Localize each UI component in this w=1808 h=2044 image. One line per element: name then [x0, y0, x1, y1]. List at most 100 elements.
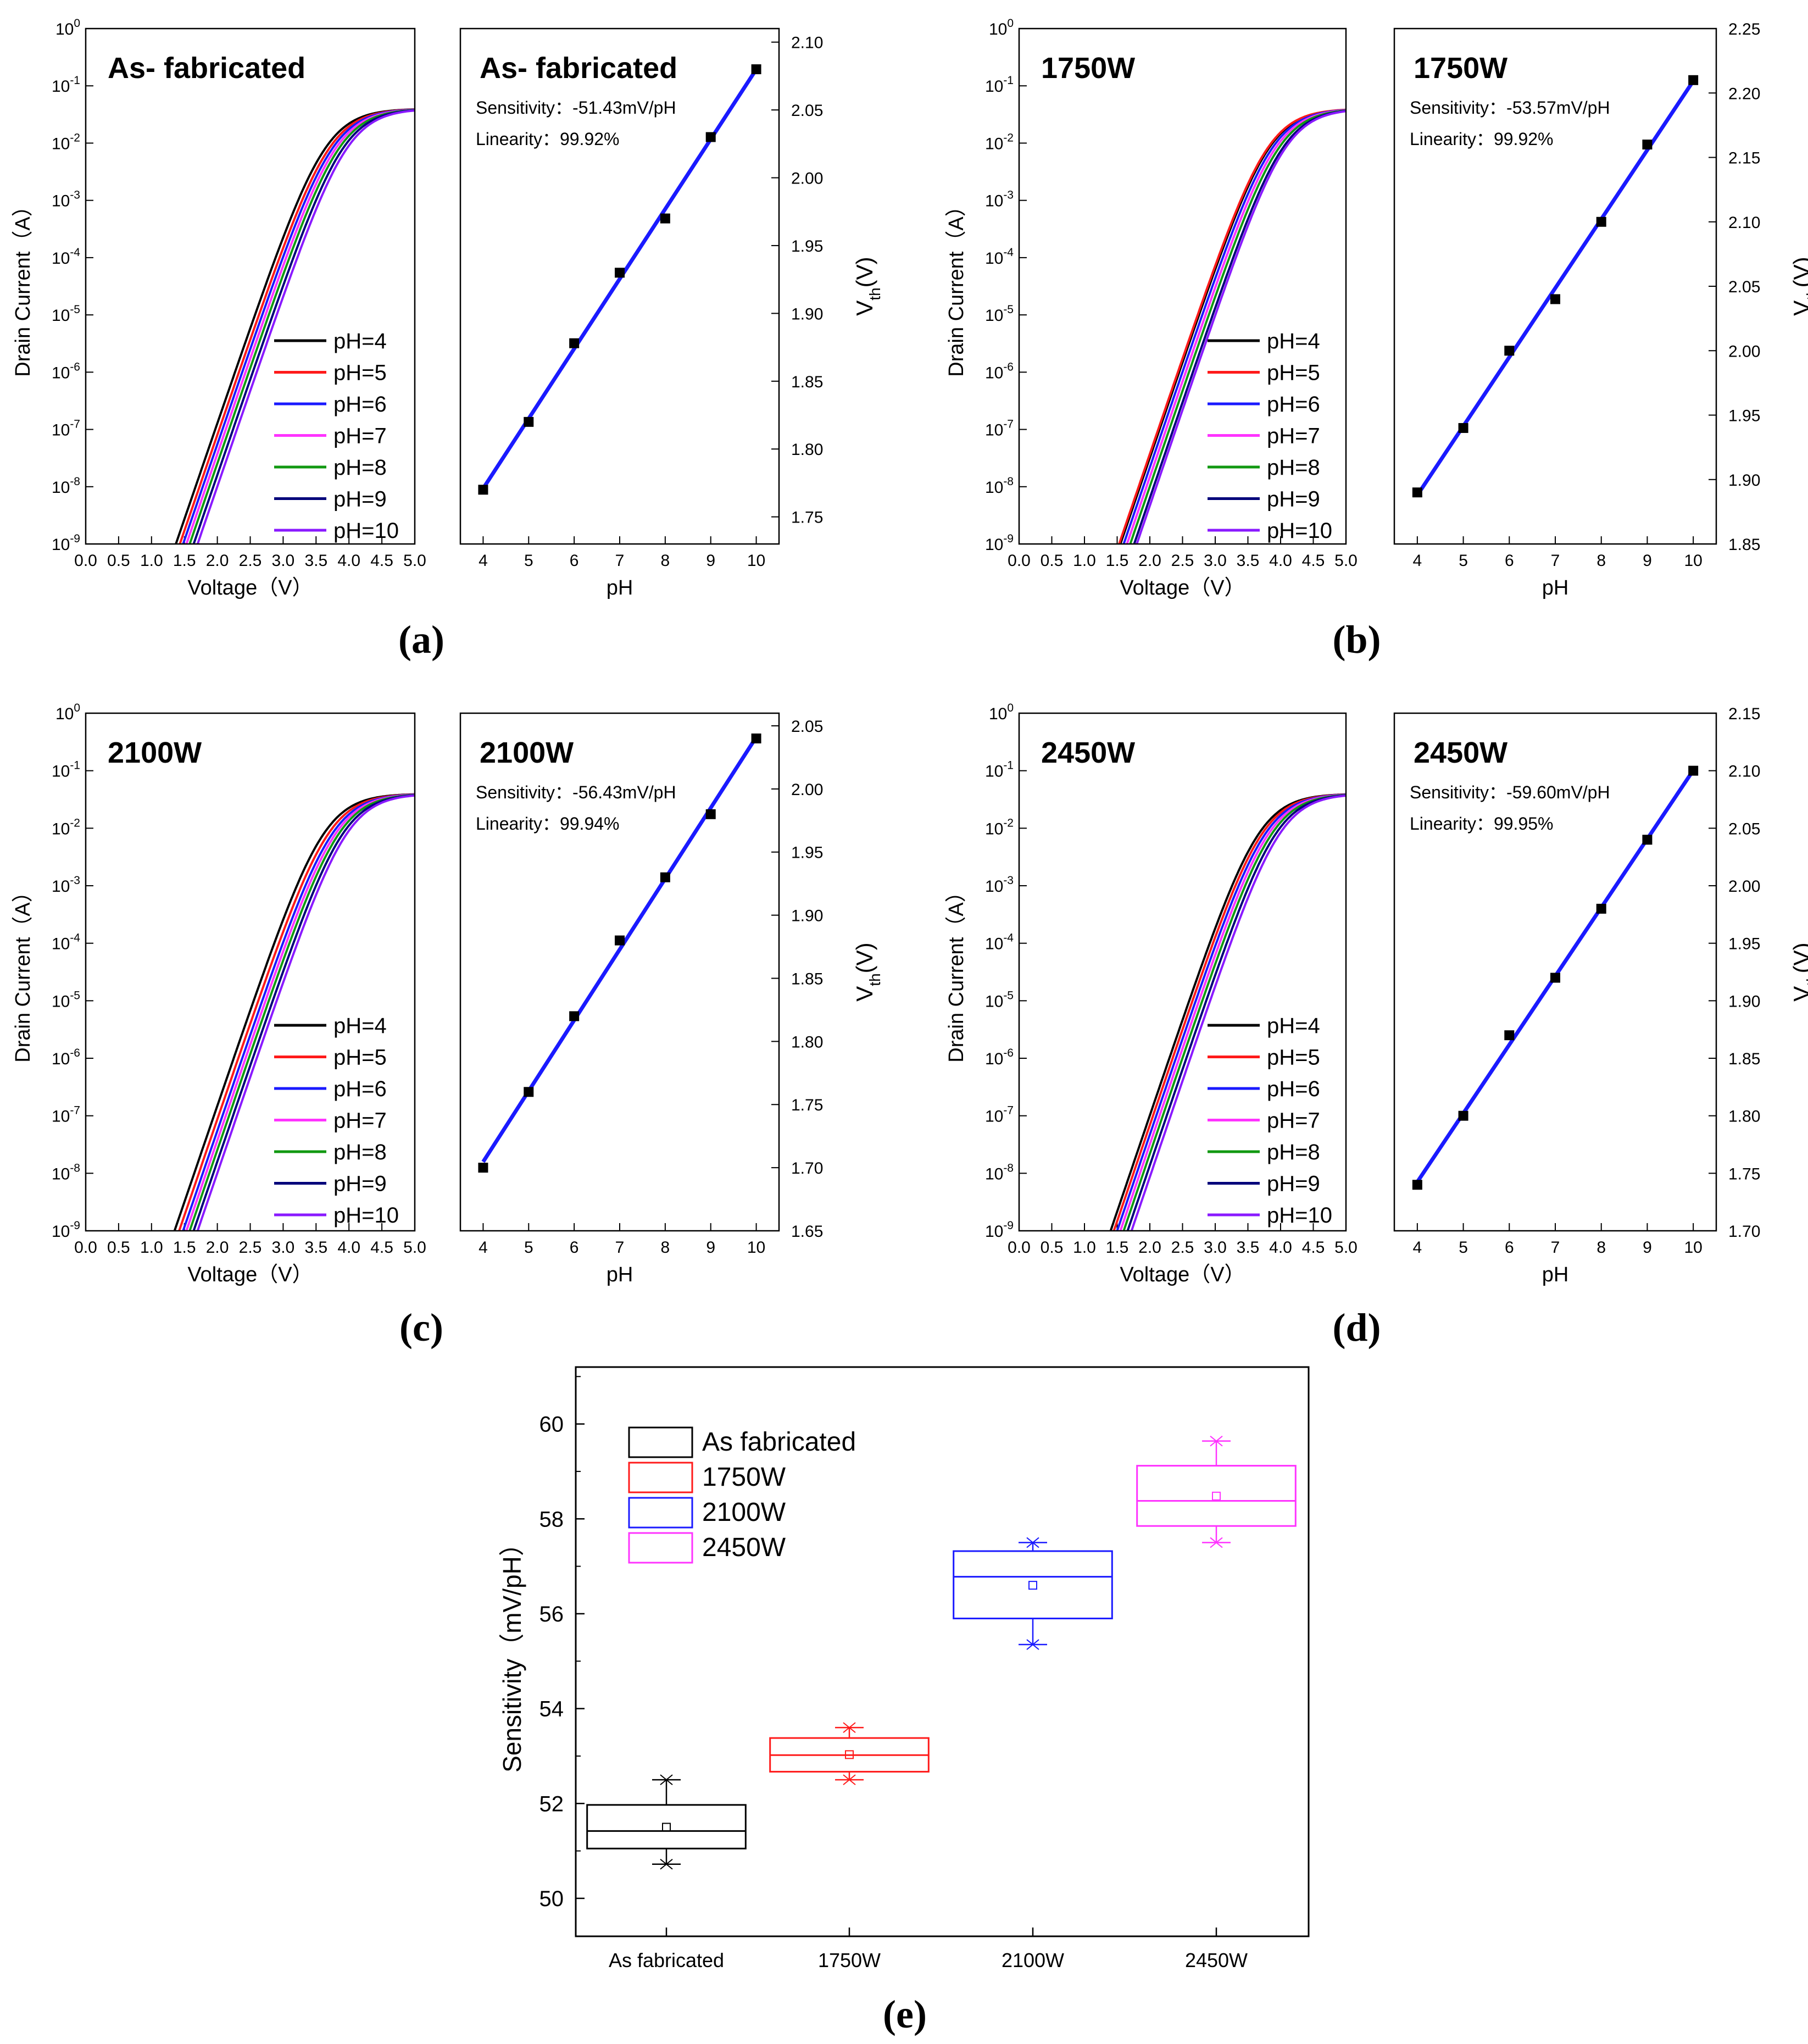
vth-ylabel: Vth(V) [852, 257, 883, 315]
iv-curves [1117, 108, 1346, 544]
iv-xtick-label: 4.5 [370, 552, 393, 570]
iv-ylabel: Drain Current（A） [945, 881, 968, 1062]
iv-ytick-label: 10-4 [985, 932, 1014, 953]
vth-data-point [705, 132, 716, 142]
iv-ytick-exp: -8 [1003, 1162, 1014, 1174]
iv-series-line [185, 793, 415, 1231]
vth-xtick-label: 10 [747, 1238, 765, 1257]
iv-xtick-label: 5.0 [1334, 1238, 1358, 1257]
vth-plot-a: 4 5 6 7 8 9 10 1.75 1.80 1.85 1.90 1.95 2.00 2.05 2.10… [459, 27, 883, 599]
vth-plot-d: 4 5 6 7 8 9 10 1.70 1.75 1.80 1.85 1.90 1.95 2.00 2.05… [1393, 705, 1808, 1286]
iv-ytick-base: 10 [985, 877, 1003, 896]
iv-curves [1109, 793, 1346, 1231]
iv-xlabel: Voltage（V） [1120, 576, 1245, 599]
iv-ytick-label: 10-2 [52, 817, 80, 838]
box-item [586, 1774, 747, 1870]
iv-ytick-label: 10-7 [985, 418, 1014, 440]
box-ytick-label: 60 [539, 1413, 564, 1437]
vth-xtick-label: 10 [1684, 552, 1702, 570]
iv-legend-label: pH=8 [1267, 1140, 1320, 1164]
iv-ytick-exp: 0 [1007, 17, 1014, 30]
iv-ytick-label: 10-9 [52, 532, 80, 554]
iv-legend-label: pH=5 [1267, 1046, 1320, 1070]
iv-ytick-label: 100 [989, 17, 1014, 38]
iv-xtick-label: 5.0 [403, 552, 426, 570]
iv-ytick-label: 10-9 [52, 1219, 80, 1241]
vth-data-point [1504, 1030, 1515, 1041]
iv-series-line [1119, 793, 1346, 1231]
vth-xtick-label: 9 [706, 1238, 715, 1257]
iv-title: 2450W [1041, 736, 1135, 769]
iv-ytick-exp: -2 [70, 817, 80, 829]
vth-data-point [569, 338, 580, 348]
vth-xtick-label: 5 [524, 552, 533, 570]
iv-series-line [185, 108, 415, 544]
box-legend: As fabricated 1750W 2100W 2450W [628, 1426, 856, 1564]
iv-ytick-exp: -7 [70, 1104, 80, 1117]
iv-xtick-label: 1.0 [140, 1238, 163, 1257]
iv-ytick-exp: -4 [1003, 246, 1014, 259]
iv-plot-c: 0.0 0.5 1.0 1.5 2.0 2.5 3.0 3.5 4.0 4.5 5.010010-1… [12, 702, 426, 1286]
iv-ytick-base: 10 [52, 992, 70, 1010]
iv-series-line [1129, 109, 1346, 544]
iv-ytick-label: 100 [55, 17, 80, 38]
iv-legend-label: pH=7 [333, 424, 387, 448]
vth-data-point [478, 485, 488, 495]
vth-ytick-label: 1.90 [791, 907, 823, 925]
box-iqr [953, 1550, 1113, 1620]
iv-ytick-exp: -1 [1003, 759, 1014, 772]
iv-ytick-exp: -7 [1003, 1104, 1014, 1117]
vth-data-point [615, 935, 625, 946]
vth-xtick-label: 8 [1596, 1238, 1606, 1257]
iv-ytick-label: 10-5 [985, 989, 1014, 1010]
iv-legend-label: pH=9 [1267, 487, 1320, 512]
iv-xtick-label: 4.5 [370, 1238, 393, 1257]
box-outlier-marker [1210, 1537, 1223, 1548]
iv-ytick-label: 10-5 [52, 989, 80, 1010]
iv-ytick-base: 10 [985, 364, 1003, 382]
iv-curves [173, 793, 415, 1231]
vth-ytick-label: 1.95 [791, 844, 823, 862]
vth-xlabel: pH [1542, 576, 1569, 599]
vth-linearity: Linearity：99.92% [1410, 129, 1554, 149]
iv-series-line [1122, 793, 1346, 1231]
vth-ytick-label: 2.05 [1728, 820, 1760, 838]
iv-xtick-label: 2.5 [239, 552, 262, 570]
vth-data-point [1504, 346, 1515, 356]
vth-ytick-label: 1.85 [791, 970, 823, 988]
iv-xtick-label: 0.5 [107, 552, 130, 570]
iv-xtick-label: 1.5 [173, 552, 196, 570]
iv-xtick-label: 0.5 [107, 1238, 130, 1257]
panel-label: (a) [398, 618, 444, 662]
iv-ylabel: Drain Current（A） [12, 196, 35, 376]
iv-ytick-base: 10 [52, 1050, 70, 1068]
iv-xlabel: Voltage（V） [1120, 1263, 1245, 1286]
panel-a: 0.0 0.5 1.0 1.5 2.0 2.5 3.0 3.5 4.0 4.5 5.010010-1… [12, 17, 883, 662]
box-legend-swatch [628, 1426, 693, 1458]
iv-xtick-label: 2.5 [239, 1238, 262, 1257]
vth-ytick-label: 2.00 [1728, 342, 1760, 360]
box-legend-label: 2100W [702, 1498, 786, 1527]
iv-legend-label: pH=9 [333, 1172, 387, 1196]
vth-ytick-label: 1.85 [1728, 536, 1760, 554]
iv-series-line [192, 109, 415, 544]
box-xtick-label: 2100W [1002, 1949, 1064, 1971]
box-xtick-label: 1750W [818, 1949, 881, 1971]
iv-legend-label: pH=4 [333, 329, 387, 353]
box-legend-label: 1750W [702, 1463, 786, 1492]
iv-ytick-label: 10-3 [52, 189, 80, 210]
iv-ytick-exp: -8 [1003, 475, 1014, 488]
vth-ytick-label: 1.90 [1728, 992, 1760, 1010]
iv-xtick-label: 0.5 [1041, 552, 1064, 570]
iv-xtick-label: 1.5 [1106, 552, 1129, 570]
iv-ytick-exp: -9 [70, 1219, 80, 1232]
vth-ytick-label: 1.70 [1728, 1223, 1760, 1241]
vth-xtick-label: 4 [1413, 552, 1422, 570]
iv-ytick-exp: -5 [1003, 303, 1014, 316]
vth-title: 1750W [1414, 52, 1507, 85]
box-iqr [1136, 1465, 1297, 1527]
iv-ytick-base: 10 [55, 705, 74, 723]
iv-ytick-base: 10 [52, 1223, 70, 1241]
iv-frame [85, 27, 416, 545]
vth-plot-c: 4 5 6 7 8 9 10 1.65 1.70 1.75 1.80 1.85 1.90 1.95 2.00… [459, 712, 883, 1286]
